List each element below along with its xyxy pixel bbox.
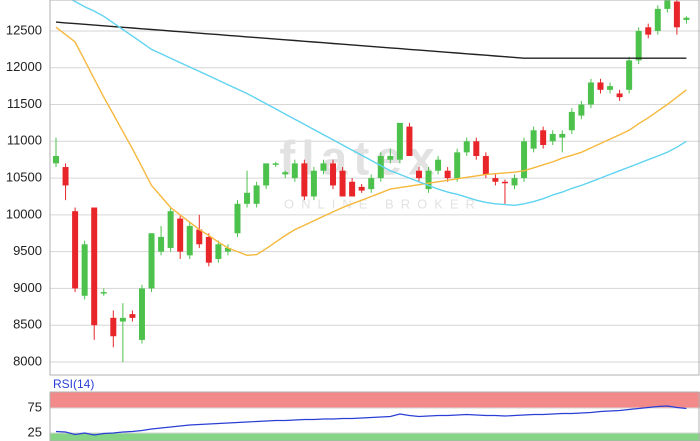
y-tick-label: 25	[28, 424, 42, 439]
candle-body	[635, 30, 642, 61]
candle-body	[521, 141, 528, 179]
candle-body	[263, 163, 270, 186]
candle-body	[310, 170, 317, 197]
candle-body	[358, 186, 365, 191]
plot-area	[53, 0, 690, 362]
candle-body	[234, 203, 241, 234]
candle-body	[444, 170, 451, 179]
candle-body	[664, 0, 671, 9]
candle-body	[454, 152, 461, 179]
candle-body	[282, 172, 289, 175]
candle-body	[626, 60, 633, 90]
candle-body	[215, 244, 222, 259]
candle-body	[119, 317, 126, 322]
y-tick-label: 12000	[6, 59, 42, 74]
candle-body	[683, 17, 690, 20]
candle-body	[578, 104, 585, 116]
candle-body	[129, 314, 136, 318]
candle-body	[53, 156, 59, 164]
candle-body	[597, 82, 604, 90]
candle-body	[673, 1, 680, 28]
candle-body	[244, 192, 251, 204]
indicator-line	[55, 26, 687, 257]
candle-body	[549, 133, 556, 142]
candle-body	[186, 225, 193, 256]
candle-body	[568, 111, 575, 131]
candle-body	[100, 292, 107, 294]
price-panel: 8000 8500 9000 9500 10000 10500 11000 11500 1200…	[6, 0, 700, 376]
candle-body	[349, 181, 356, 197]
band	[50, 433, 700, 441]
indicator-line	[55, 405, 687, 436]
candle-body	[196, 229, 203, 245]
y-tick-label: 11000	[7, 133, 42, 148]
candle-body	[291, 163, 298, 179]
plot-border	[49, 0, 700, 376]
candle-body	[540, 130, 547, 145]
candle-body	[435, 159, 442, 171]
rsi-header	[50, 378, 700, 392]
candle-body	[616, 93, 623, 98]
candle-body	[645, 27, 652, 35]
candle-body	[473, 141, 480, 157]
candle-body	[406, 126, 413, 157]
indicator-line	[55, 21, 687, 59]
candle-body	[272, 163, 279, 165]
candle-body	[62, 167, 69, 186]
candle-body	[559, 133, 566, 138]
candle-body	[81, 244, 88, 296]
candle-body	[396, 122, 403, 160]
y-tick-label: 11500	[7, 96, 42, 111]
candle-body	[330, 163, 337, 186]
candle-body	[482, 156, 489, 175]
candle-body	[501, 181, 508, 184]
plot-area	[55, 405, 687, 436]
candle-body	[387, 156, 394, 160]
candle-body	[224, 247, 231, 252]
candle-body	[72, 211, 79, 289]
y-tick-label: 8000	[13, 353, 42, 368]
y-tick-label: 10000	[6, 206, 42, 221]
candle-body	[320, 163, 327, 171]
candle-body	[377, 156, 384, 179]
candle-body	[415, 170, 422, 179]
candle-body	[158, 236, 165, 252]
plot-border	[49, 391, 700, 441]
candle-body	[339, 170, 346, 197]
candle-body	[587, 82, 594, 105]
y-tick-label: 9500	[13, 243, 42, 258]
candle-body	[205, 236, 212, 263]
candle-body	[654, 8, 661, 31]
candle-body	[253, 185, 260, 204]
candle-body	[177, 218, 184, 252]
candle-body	[148, 233, 155, 289]
indicator-label: RSI(14)	[53, 377, 94, 391]
candle-body	[138, 288, 145, 340]
candle-body	[301, 163, 308, 197]
candle-body	[110, 317, 117, 337]
candle-body	[425, 170, 432, 190]
y-tick-label: 75	[28, 399, 42, 414]
band	[50, 392, 700, 408]
candle-body	[607, 86, 614, 90]
y-tick-label: 9000	[13, 280, 42, 295]
candle-body	[91, 207, 98, 326]
y-tick-label: 8500	[13, 317, 42, 332]
candle-body	[167, 211, 174, 248]
rsi-panel: 75 25 RSI(14)	[28, 377, 700, 441]
candle-body	[530, 130, 537, 149]
watermark: ONLINE BROKER	[284, 196, 482, 211]
candle-body	[368, 178, 375, 190]
indicator-line	[70, 0, 687, 207]
candle-body	[511, 178, 518, 186]
y-tick-label: 12500	[6, 22, 42, 37]
candle-body	[463, 141, 470, 153]
candle-body	[492, 178, 499, 182]
y-tick-label: 10500	[6, 170, 42, 185]
